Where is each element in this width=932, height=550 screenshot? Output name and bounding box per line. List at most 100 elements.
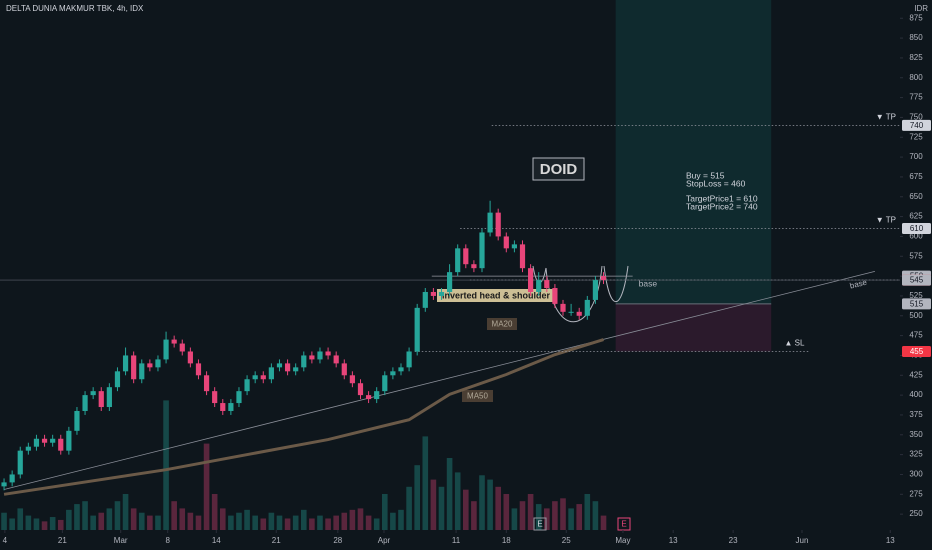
volume-bar — [57, 519, 64, 530]
price-label: 545 — [910, 276, 924, 285]
y-tick-label: 750 — [909, 113, 923, 122]
volume-bar — [276, 515, 283, 530]
volume-bar — [300, 509, 307, 530]
ma50-line — [3, 338, 604, 496]
volume-bar — [390, 512, 396, 530]
volume-bar — [414, 465, 420, 530]
candle-body — [147, 363, 153, 368]
level-label: ▲ SL — [785, 339, 805, 348]
y-tick-label: 525 — [909, 291, 923, 300]
candle-body — [390, 371, 396, 376]
candle-body — [471, 264, 477, 269]
volume-bar — [568, 508, 574, 530]
y-tick-label: 775 — [909, 93, 923, 102]
plan-line: Buy = 515 — [686, 170, 725, 180]
volume-bar — [252, 515, 258, 530]
volume-bar — [544, 508, 550, 530]
volume-bar — [82, 501, 88, 530]
candle-body — [463, 248, 469, 265]
volume-bar — [236, 512, 242, 530]
ma50-box — [462, 390, 493, 402]
candle-body — [17, 450, 23, 475]
x-tick-label: 8 — [165, 536, 170, 545]
candle-body — [536, 280, 542, 292]
ma20-label: MA20 — [492, 320, 513, 329]
candle-body — [74, 410, 80, 431]
right-shoulder — [603, 265, 629, 302]
candle-body — [584, 299, 590, 316]
volume-bar — [422, 436, 429, 530]
volume-bar — [519, 501, 526, 530]
price-label: 610 — [910, 224, 924, 233]
volume-bar — [584, 494, 591, 530]
volume-bar — [576, 504, 583, 530]
candle-body — [398, 367, 404, 372]
event-label: E — [621, 520, 626, 529]
y-tick-label: 800 — [909, 73, 923, 82]
volume-bar — [90, 515, 96, 530]
volume-bar — [365, 515, 372, 530]
volume-bar — [446, 458, 453, 530]
x-tick-label: 18 — [502, 536, 511, 545]
candle-body — [187, 351, 193, 364]
x-tick-label: Apr — [378, 536, 391, 545]
candle-body — [122, 355, 129, 372]
y-tick-label: 700 — [909, 152, 923, 161]
candle-body — [220, 403, 226, 411]
candle-body — [179, 343, 185, 352]
y-tick-label: 675 — [909, 172, 923, 181]
volume-bar — [381, 494, 388, 530]
candle-body — [114, 371, 121, 388]
candle-body — [301, 355, 307, 368]
price-label-box — [902, 298, 931, 310]
volume-bar — [438, 486, 445, 530]
candle-body — [576, 311, 582, 316]
candle-body — [244, 379, 250, 392]
x-tick-label: 4 — [3, 536, 8, 545]
volume-bar — [462, 489, 469, 530]
candle-body — [406, 351, 412, 368]
volume-bar — [292, 515, 299, 530]
candle-body — [495, 212, 501, 237]
candle-body — [365, 395, 372, 400]
volume-bar — [317, 515, 323, 530]
price-label-box — [902, 274, 931, 286]
x-tick-label: 25 — [562, 536, 571, 545]
candle-body — [195, 363, 202, 376]
candle-body — [511, 244, 518, 249]
volume-bar — [130, 508, 137, 530]
candle-body — [414, 307, 420, 352]
candle-body — [600, 276, 607, 281]
price-label-box — [902, 223, 931, 235]
candle-body — [155, 359, 161, 368]
y-tick-label: 250 — [909, 509, 923, 518]
candle-body — [519, 244, 526, 269]
volume-bar — [9, 518, 15, 530]
candle-body — [333, 355, 339, 364]
volume-bar — [122, 494, 129, 530]
candle-body — [131, 355, 137, 380]
candle-body — [357, 383, 364, 396]
candle-body — [82, 395, 88, 411]
volume-bar — [349, 509, 356, 530]
volume-bar — [106, 508, 113, 530]
x-tick-label: Mar — [114, 536, 128, 545]
x-tick-label: 21 — [272, 536, 281, 545]
candle-body — [268, 367, 274, 380]
candle-body — [341, 363, 347, 376]
trendline — [3, 270, 875, 490]
y-tick-label: 600 — [909, 232, 923, 241]
volume-bar — [535, 504, 542, 530]
volume-bar — [138, 512, 145, 530]
x-tick-label: May — [615, 536, 630, 545]
pattern-label: inverted head & shoulder — [442, 290, 551, 300]
candle-body — [171, 339, 177, 344]
candle-body — [203, 375, 210, 392]
x-tick-label: 13 — [886, 536, 895, 545]
candle-body — [9, 474, 15, 483]
plan-line: TargetPrice2 = 740 — [686, 201, 758, 211]
volume-bar — [284, 518, 291, 530]
candle-body — [349, 375, 355, 384]
candle-body — [487, 212, 493, 233]
